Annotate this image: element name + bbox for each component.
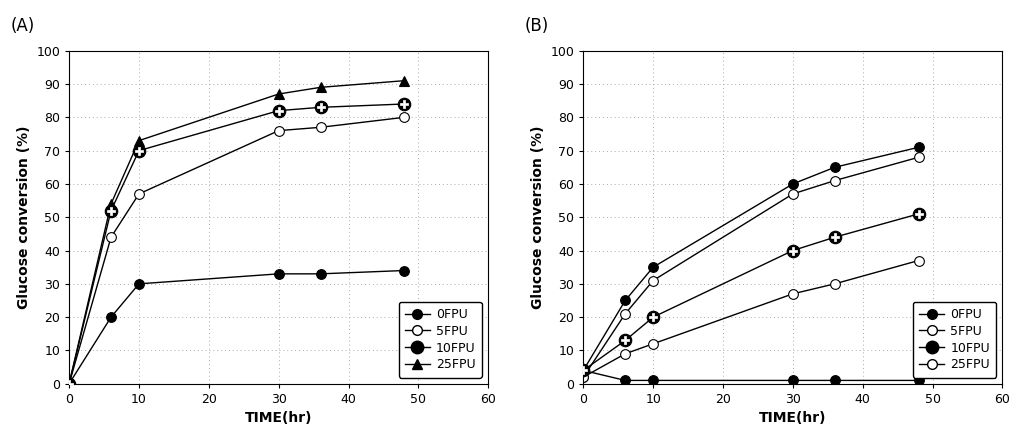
Text: (B): (B) [525, 17, 548, 35]
Y-axis label: Glucose conversion (%): Glucose conversion (%) [531, 126, 545, 309]
Y-axis label: Glucose conversion (%): Glucose conversion (%) [16, 126, 31, 309]
Legend: 0FPU, 5FPU, 10FPU, 25FPU: 0FPU, 5FPU, 10FPU, 25FPU [913, 302, 996, 377]
X-axis label: TIME(hr): TIME(hr) [244, 412, 312, 425]
X-axis label: TIME(hr): TIME(hr) [759, 412, 827, 425]
Text: (A): (A) [10, 17, 35, 35]
Legend: 0FPU, 5FPU, 10FPU, 25FPU: 0FPU, 5FPU, 10FPU, 25FPU [398, 302, 482, 377]
